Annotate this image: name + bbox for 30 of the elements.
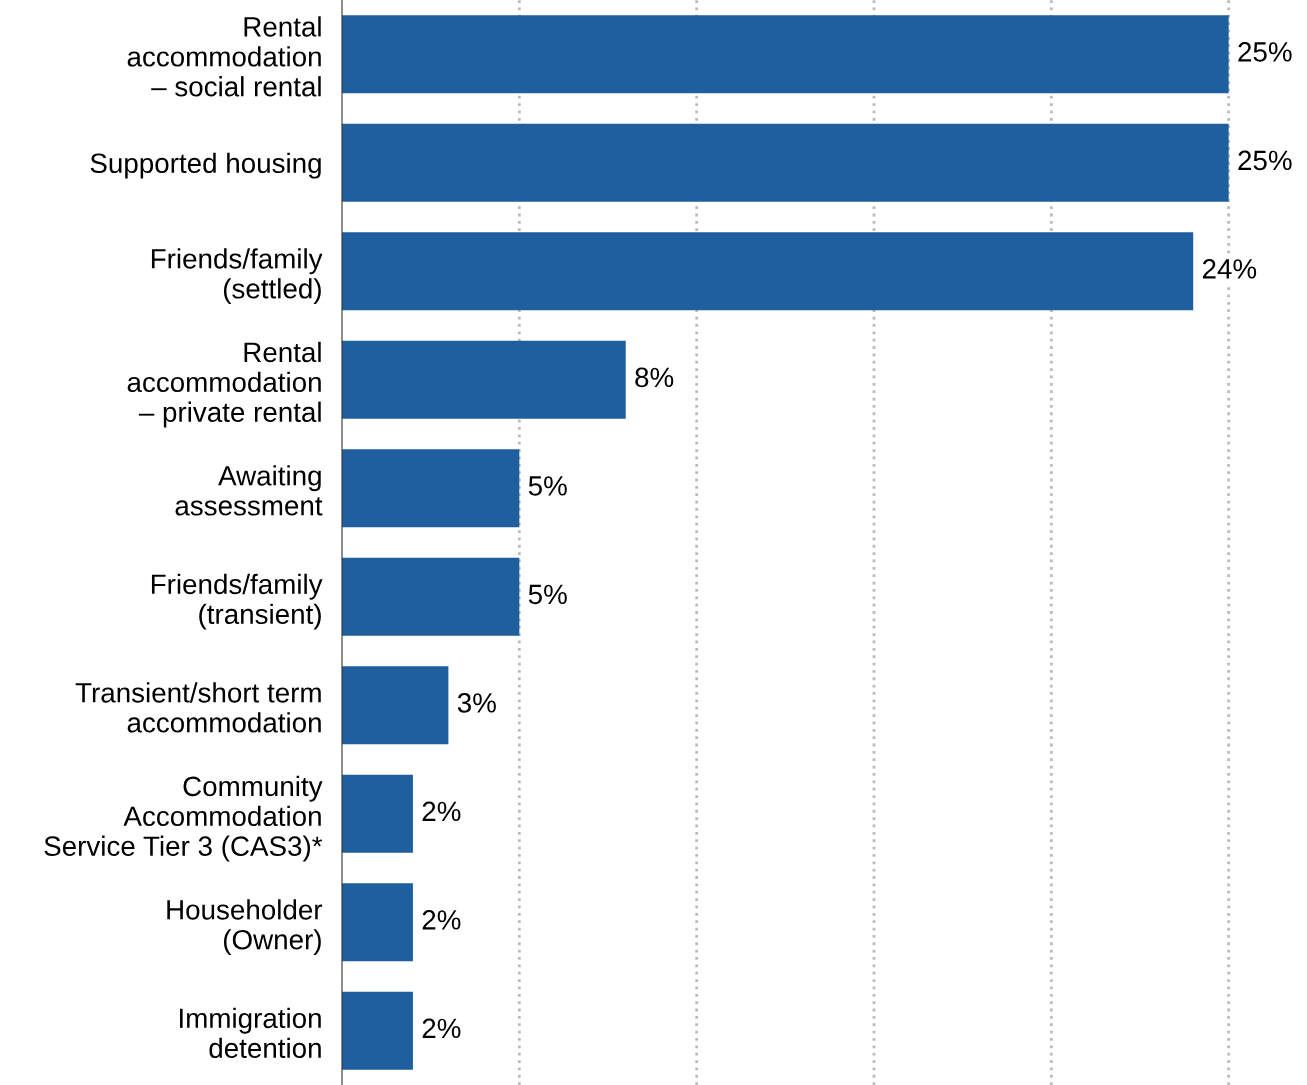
y-tick-label: Transient/short term accommodation [75, 682, 321, 733]
data-label: 25% [1238, 150, 1292, 171]
y-tick-label: Friends/family (settled) [151, 248, 323, 305]
y-tick-label: Awaiting assessment [175, 465, 323, 516]
data-label: 8% [635, 367, 674, 388]
y-tick-label: Friends/family (transient) [151, 573, 323, 630]
bar [342, 991, 413, 1070]
data-label: 25% [1238, 42, 1292, 62]
y-tick-label: Community Accommodation Service Tier 3 (CAS3)* [44, 775, 323, 862]
y-tick-label: Rental accommodation – social rental [127, 16, 321, 97]
y-tick-label: Supported housing [90, 152, 321, 179]
data-label: 2% [422, 910, 461, 930]
bar [342, 774, 413, 853]
bar [342, 123, 1229, 202]
data-label: 2% [422, 1018, 461, 1039]
bar [342, 232, 1194, 311]
y-tick-label: Rental accommodation – private rental [127, 341, 321, 428]
data-label: 24% [1202, 259, 1257, 279]
data-label: 5% [528, 584, 567, 605]
bar [342, 557, 520, 636]
bar [342, 340, 626, 419]
bar [342, 666, 449, 745]
bar [342, 15, 1229, 94]
bar [342, 883, 413, 962]
data-label: 3% [457, 693, 496, 713]
y-tick-label: Householder (Owner) [167, 899, 323, 956]
bar [342, 449, 520, 528]
y-tick-label: Immigration detention [180, 1007, 321, 1059]
data-label: 2% [422, 801, 461, 822]
data-label: 5% [528, 476, 567, 496]
